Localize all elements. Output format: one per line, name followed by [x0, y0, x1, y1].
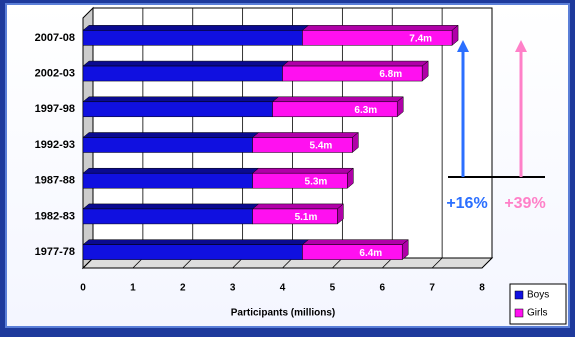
x-tick-label: 5	[330, 283, 336, 294]
bar-top	[281, 60, 429, 67]
bar-top	[271, 96, 404, 103]
y-tick-label: 1982-83	[35, 210, 75, 222]
x-tick-label: 4	[280, 283, 286, 294]
legend-label: Boys	[527, 290, 549, 301]
bar-top	[251, 167, 355, 174]
data-label: 5.3m	[305, 176, 328, 187]
x-axis-label: Participants (millions)	[231, 308, 335, 319]
annotation: +16%	[446, 195, 487, 212]
y-tick-label: 2007-08	[35, 32, 75, 44]
bar	[282, 65, 423, 82]
x-tick-label: 6	[379, 283, 385, 294]
annotation: +39%	[504, 195, 545, 212]
data-label: 6.4m	[359, 248, 382, 259]
tick-mark	[481, 257, 493, 269]
legend-swatch	[514, 308, 524, 318]
y-tick-label: 1992-93	[35, 139, 75, 151]
data-label: 5.1m	[295, 212, 318, 223]
bar	[82, 172, 253, 189]
bar-top	[251, 203, 345, 210]
bar-top	[251, 132, 360, 138]
x-tick-label: 7	[429, 283, 435, 294]
bar-top	[82, 60, 290, 67]
bar-top	[82, 239, 310, 245]
data-label: 6.3m	[354, 105, 377, 116]
data-label: 7.4m	[409, 33, 432, 44]
data-label: 6.8m	[379, 69, 402, 80]
legend-box	[509, 283, 567, 325]
bar	[82, 208, 253, 225]
arrow-head	[515, 40, 527, 52]
bar	[252, 208, 338, 225]
data-label: 5.4m	[310, 141, 333, 152]
x-tick-label: 2	[180, 283, 186, 294]
x-tick-label: 3	[230, 283, 236, 294]
bar	[252, 172, 348, 189]
bar-top	[301, 25, 459, 31]
bar	[82, 65, 283, 82]
bar	[302, 244, 403, 260]
bar-top	[82, 132, 260, 138]
bar-top	[82, 203, 260, 210]
bar-top	[82, 96, 280, 103]
bar	[272, 101, 398, 118]
bar	[82, 101, 273, 118]
tick-mark	[431, 257, 443, 269]
bar	[82, 137, 253, 153]
y-tick-label: 1987-88	[35, 175, 75, 187]
y-tick-label: 2002-03	[35, 67, 75, 79]
bar	[82, 30, 303, 46]
y-tick-label: 1977-78	[35, 246, 75, 258]
x-tick-label: 1	[130, 283, 136, 294]
bar	[302, 30, 453, 46]
x-tick-label: 0	[80, 283, 86, 294]
bar-top	[82, 167, 260, 174]
bar	[252, 137, 353, 153]
bar	[82, 244, 303, 260]
y-tick-label: 1997-98	[35, 103, 75, 115]
bar-top	[301, 239, 409, 245]
arrow-head	[457, 40, 469, 52]
bar-top	[82, 25, 310, 31]
legend-swatch	[514, 290, 524, 300]
x-tick-label: 8	[479, 283, 485, 294]
legend-label: Girls	[527, 308, 548, 319]
